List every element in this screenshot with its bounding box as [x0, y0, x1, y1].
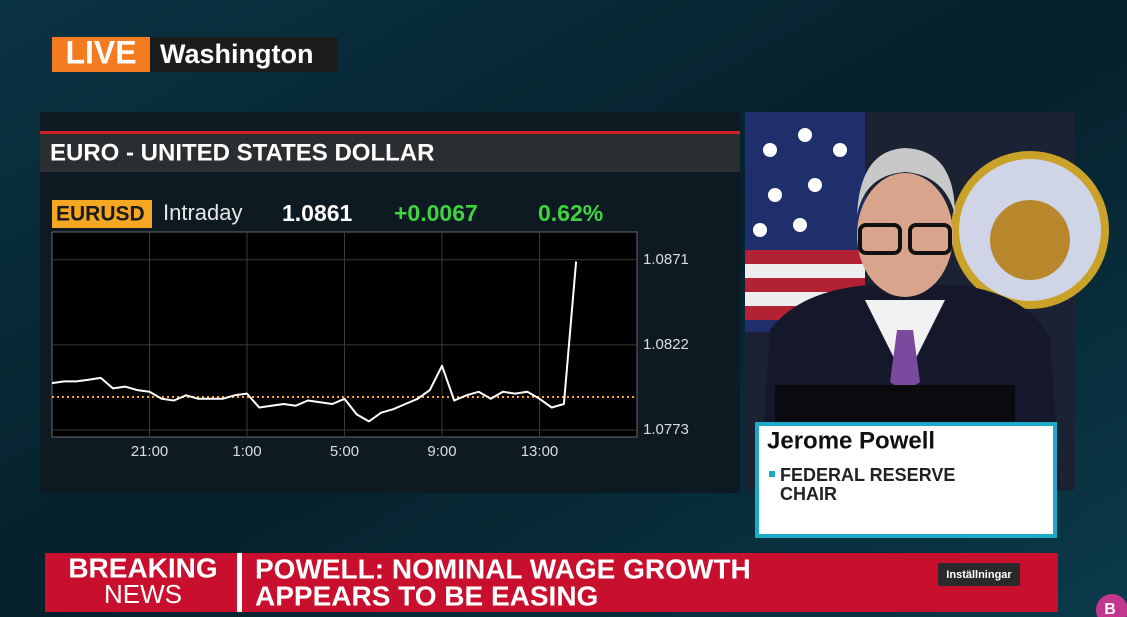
live-label: LIVE [65, 34, 136, 70]
change-pct: 0.62% [538, 200, 603, 226]
breaking-bar [45, 553, 1058, 612]
x-tick-label: 1:00 [232, 443, 261, 460]
x-tick-label: 21:00 [131, 443, 169, 460]
role-bullet [769, 471, 775, 477]
price: 1.0861 [282, 200, 353, 226]
y-tick-label: 1.0773 [643, 421, 689, 438]
y-tick-label: 1.0871 [643, 251, 689, 268]
headline: APPEARS TO BE EASING [255, 580, 598, 611]
settings-button-label[interactable]: Inställningar [946, 569, 1012, 581]
settings-button[interactable] [938, 563, 1020, 586]
breaking-label: BREAKING [68, 552, 217, 583]
speaker-name: Jerome Powell [767, 427, 935, 454]
x-tick-label: 5:00 [330, 443, 359, 460]
breaking-divider [237, 553, 242, 612]
ticker-badge [52, 200, 152, 228]
speaker-role: CHAIR [780, 484, 837, 504]
location: Washington [160, 39, 313, 69]
headline: POWELL: NOMINAL WAGE GROWTH [255, 553, 751, 584]
seal [951, 151, 1109, 309]
logo [1096, 594, 1127, 617]
live-badge [52, 37, 150, 72]
name-card [755, 422, 1057, 538]
period: Intraday [163, 200, 243, 225]
speaker-role: FEDERAL RESERVE [780, 465, 955, 485]
price-line [51, 261, 578, 423]
location-badge [150, 37, 338, 72]
panel-title: EURO - UNITED STATES DOLLAR [50, 139, 434, 166]
ticker: EURUSD [56, 203, 145, 226]
logo-label: B [1104, 601, 1116, 617]
breaking-label: NEWS [104, 579, 182, 609]
chart: 1.0773 1.0822 1.0871 21:00 1:00 5:00 9:00 13:00 [51, 232, 689, 460]
change: +0.0067 [394, 200, 478, 226]
x-tick-label: 9:00 [427, 443, 456, 460]
panel-accent [40, 131, 740, 134]
panel-title-bar [40, 134, 740, 172]
x-tick-label: 13:00 [521, 443, 559, 460]
y-tick-label: 1.0822 [643, 336, 689, 353]
